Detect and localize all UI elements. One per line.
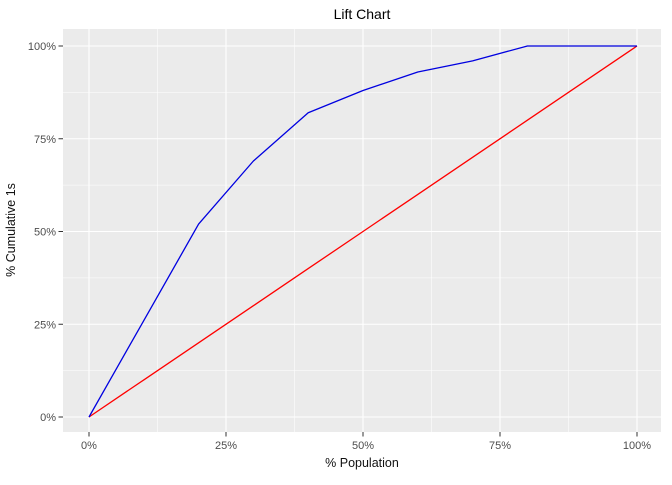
y-tick-label: 50%: [34, 227, 56, 239]
x-tick-label: 100%: [623, 440, 651, 452]
x-tick-label: 50%: [352, 440, 374, 452]
data-series: [88, 45, 638, 418]
axis-tick-labels: 0% 25% 50% 75% 100% 0% 25% 50% 75% 100%: [28, 41, 651, 452]
plot-panel: [63, 29, 661, 432]
minor-gridlines: [63, 29, 661, 432]
chart-title: Lift Chart: [334, 6, 391, 22]
major-gridlines: [63, 29, 661, 432]
x-tick-label: 25%: [215, 440, 237, 452]
y-tick-label: 75%: [34, 134, 56, 146]
y-tick-label: 25%: [34, 319, 56, 331]
series-line-lift: [88, 45, 637, 418]
series-line-baseline: [88, 45, 638, 418]
y-tick-label: 0%: [40, 412, 56, 424]
y-tick-label: 100%: [28, 41, 56, 53]
x-tick-label: 75%: [489, 440, 511, 452]
axis-tick-marks: [58, 45, 638, 437]
x-tick-label: 0%: [81, 440, 97, 452]
x-axis-title: % Population: [325, 456, 399, 470]
y-axis-title: % Cumulative 1s: [4, 183, 18, 277]
